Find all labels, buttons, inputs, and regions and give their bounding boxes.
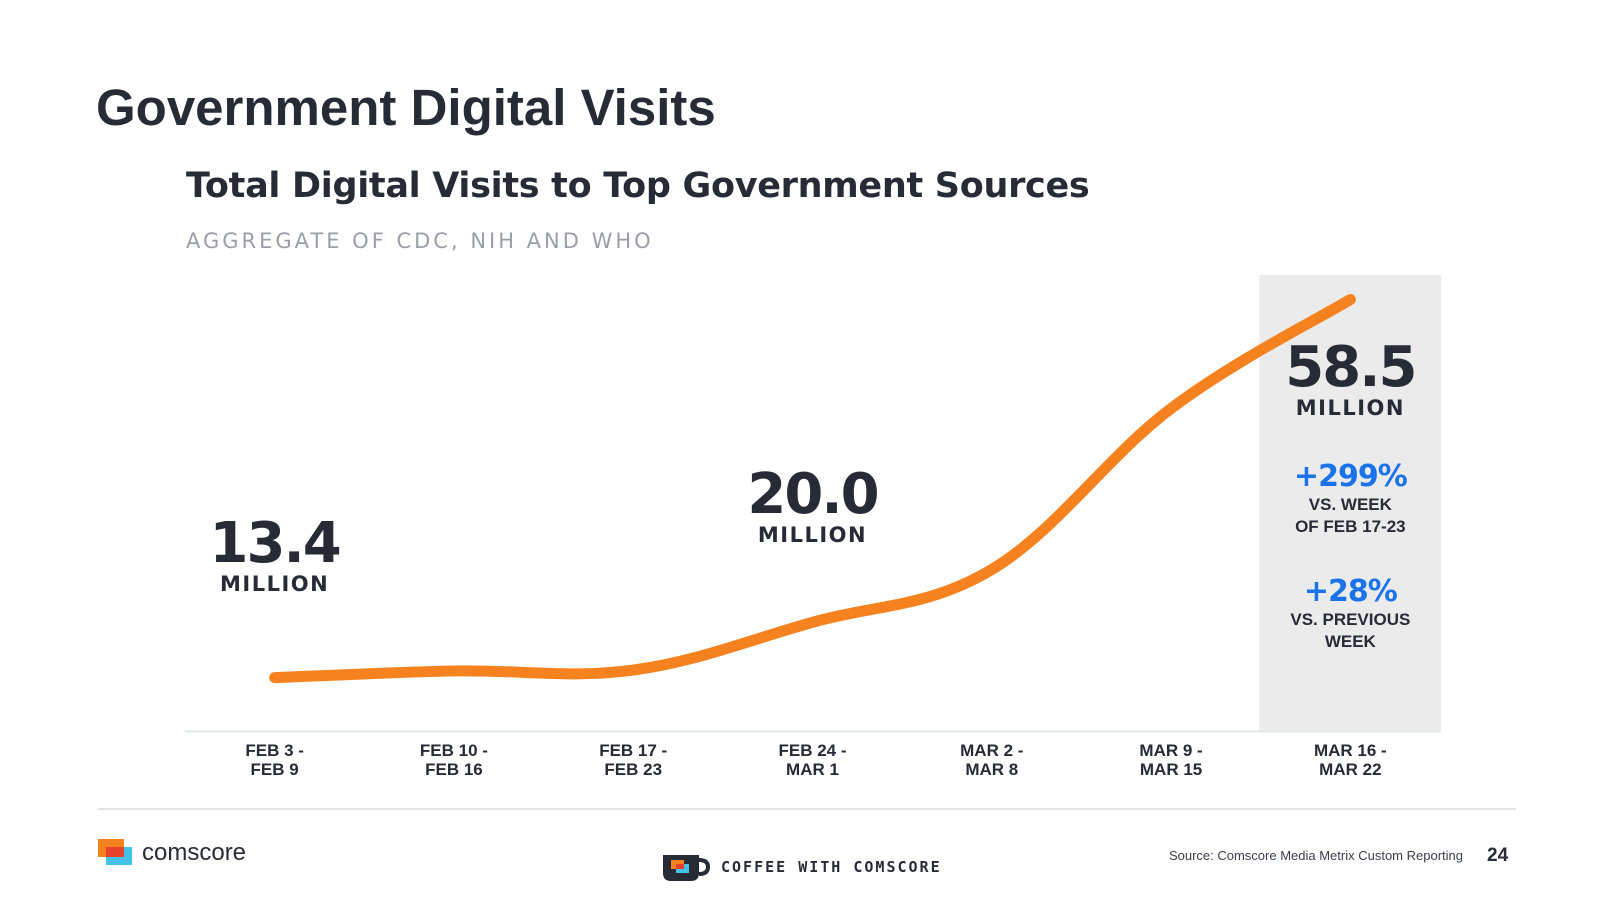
page-number: 24 <box>1487 845 1509 866</box>
data-label-value: 20.0 <box>747 462 879 527</box>
data-label-value: 13.4 <box>209 511 342 576</box>
coffee-badge: COFFEE WITH COMSCORE <box>659 851 942 883</box>
data-label: 13.4 MILLION <box>209 511 342 597</box>
stat-description: OF FEB 17-23 <box>1295 517 1406 536</box>
x-tick-label: FEB 24 -MAR 1 <box>778 741 846 779</box>
data-label-unit: MILLION <box>1295 396 1405 420</box>
data-label-unit: MILLION <box>220 572 330 596</box>
data-label: 20.0 MILLION <box>747 462 879 548</box>
brand-name: comscore <box>142 839 247 866</box>
x-tick-label: FEB 17 -FEB 23 <box>599 741 667 779</box>
x-tick-label: MAR 2 -MAR 8 <box>960 741 1023 779</box>
source-note: Source: Comscore Media Metrix Custom Rep… <box>1168 848 1463 863</box>
data-label: 58.5 MILLION <box>1285 335 1417 421</box>
stat-description: WEEK <box>1324 632 1376 651</box>
brand-logo: comscore <box>98 838 246 868</box>
data-label-value: 58.5 <box>1285 335 1417 400</box>
stat-value: +299% <box>1293 459 1408 494</box>
stat-value: +28% <box>1303 574 1398 609</box>
data-label-unit: MILLION <box>757 523 868 547</box>
page-title: Government Digital Visits <box>96 79 716 136</box>
stat-block: +28% VS. PREVIOUS WEEK <box>1290 575 1410 653</box>
stat-description: VS. WEEK <box>1308 495 1392 514</box>
footer-divider <box>98 808 1516 810</box>
coffee-cup-icon <box>663 855 711 881</box>
x-tick-label: FEB 3 -FEB 9 <box>245 741 304 779</box>
coffee-badge-text: COFFEE WITH COMSCORE <box>721 858 942 876</box>
x-tick-label: MAR 9 -MAR 15 <box>1139 741 1202 779</box>
x-tick-label: MAR 16 -MAR 22 <box>1314 741 1387 779</box>
x-tick-label: FEB 10 -FEB 16 <box>420 741 488 779</box>
stat-description: VS. PREVIOUS <box>1290 610 1411 629</box>
chart-title: Total Digital Visits to Top Government S… <box>186 166 1090 206</box>
highlight-column <box>1259 275 1442 731</box>
stat-block: +299% VS. WEEK OF FEB 17-23 <box>1293 459 1408 538</box>
comscore-logo-icon <box>98 839 132 865</box>
chart-subtitle: AGGREGATE OF CDC, NIH AND WHO <box>186 229 654 253</box>
